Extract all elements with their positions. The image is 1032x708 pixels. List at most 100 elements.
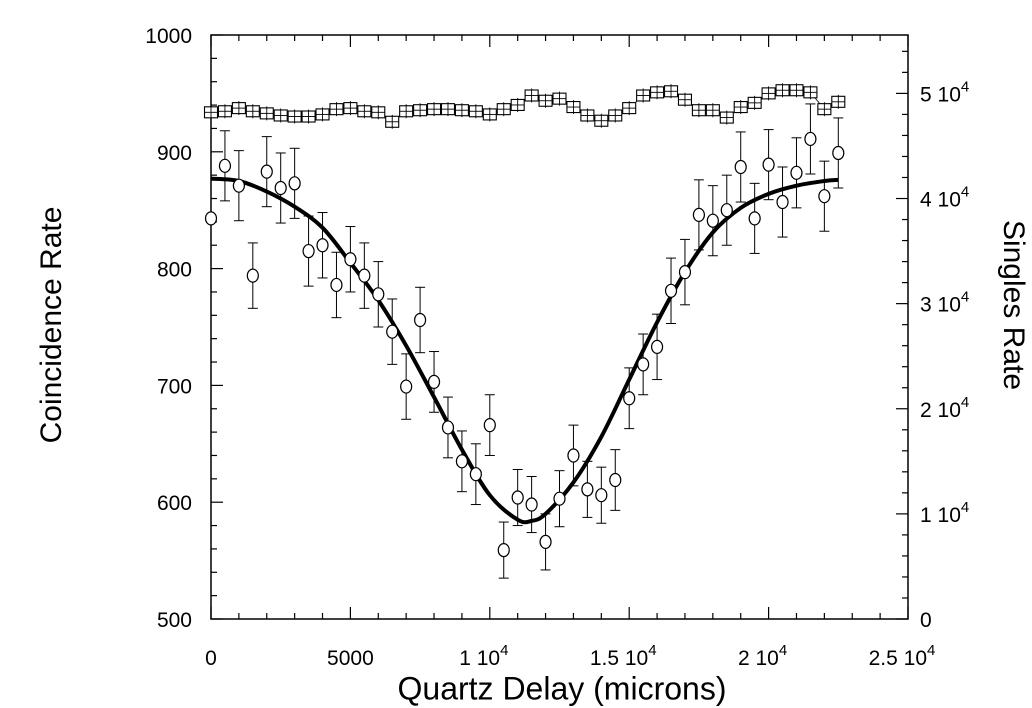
singles-point xyxy=(622,101,637,116)
y-axis-label: Coincidence Rate xyxy=(35,206,68,444)
circle-marker xyxy=(414,312,427,328)
circle-marker xyxy=(650,339,664,354)
coincidence-point xyxy=(734,131,747,203)
coincidence-point xyxy=(595,466,608,524)
coincidence-point xyxy=(818,160,831,232)
circle-marker xyxy=(400,379,413,394)
singles-point xyxy=(385,114,400,129)
circle-marker xyxy=(483,418,496,433)
circle-marker xyxy=(260,164,273,179)
x-tick-labels: 0 5000 1 104 1.5 104 2 104 2.5 104 xyxy=(205,642,935,670)
x-axis-label: Quartz Delay (microns) xyxy=(397,670,727,707)
x-tick-label: 1 104 xyxy=(459,642,508,670)
coincidence-point xyxy=(483,394,496,456)
circle-marker xyxy=(455,454,469,469)
coincidence-point xyxy=(720,174,733,246)
coincidence-point xyxy=(664,257,678,324)
singles-point xyxy=(217,104,232,119)
coincidence-point xyxy=(372,261,385,328)
singles-point xyxy=(426,102,442,117)
singles-point xyxy=(287,109,302,124)
circle-marker xyxy=(372,287,385,302)
singles-point xyxy=(803,85,818,100)
coincidence-point xyxy=(344,226,357,293)
coincidence-point xyxy=(386,298,399,365)
coincidence-point xyxy=(637,333,650,396)
singles-point xyxy=(259,106,274,121)
singles-point xyxy=(747,95,762,110)
fit-line xyxy=(210,176,839,525)
coincidence-point xyxy=(511,468,524,527)
singles-point xyxy=(608,108,623,123)
coincidence-point xyxy=(400,353,413,420)
singles-point xyxy=(510,97,525,112)
coincidence-point xyxy=(469,443,482,506)
coincidence-point xyxy=(832,117,845,189)
singles-point xyxy=(440,102,456,117)
circle-marker xyxy=(762,157,775,172)
coincidence-point xyxy=(539,513,552,571)
circle-marker xyxy=(637,357,650,372)
singles-point xyxy=(413,103,428,118)
circle-marker xyxy=(427,374,441,389)
singles-point xyxy=(496,102,511,117)
singles-point xyxy=(789,83,804,98)
singles-point xyxy=(775,83,790,98)
singles-point xyxy=(329,102,344,117)
coincidence-point xyxy=(553,470,566,528)
coincidence-series xyxy=(204,103,845,579)
circle-marker xyxy=(288,176,301,191)
circle-marker xyxy=(706,213,719,228)
circle-marker xyxy=(748,211,761,226)
circle-marker xyxy=(776,194,789,210)
singles-series xyxy=(203,83,846,129)
coincidence-point xyxy=(692,179,706,251)
coincidence-point xyxy=(790,137,803,209)
singles-point xyxy=(245,104,260,119)
singles-point xyxy=(831,94,846,109)
coincidence-point xyxy=(414,286,427,354)
coincidence-point xyxy=(218,130,232,202)
circle-marker xyxy=(386,324,399,339)
coincidence-point xyxy=(525,476,538,534)
y2-tick-label: 3 104 xyxy=(920,289,969,317)
coincidence-point xyxy=(330,251,343,319)
axis-ticks xyxy=(210,34,909,620)
circle-marker xyxy=(511,490,524,505)
singles-point xyxy=(566,100,581,115)
circle-marker xyxy=(832,145,845,161)
y-tick-label: 500 xyxy=(157,609,192,632)
circle-marker xyxy=(567,448,580,463)
singles-point xyxy=(482,107,497,122)
circle-marker xyxy=(581,482,594,497)
y-tick-label: 800 xyxy=(157,259,192,282)
y-tick-label: 700 xyxy=(157,375,192,398)
coincidence-point xyxy=(609,449,622,511)
singles-point xyxy=(594,113,609,128)
singles-point xyxy=(650,85,665,100)
singles-point xyxy=(301,109,316,124)
singles-point xyxy=(468,104,483,119)
singles-point xyxy=(691,103,706,118)
singles-point xyxy=(524,88,539,103)
y2-tick-label: 1 104 xyxy=(920,499,969,527)
plot-frame xyxy=(210,34,909,620)
coincidence-point xyxy=(204,211,218,226)
circle-marker xyxy=(692,207,706,222)
circle-marker xyxy=(664,283,678,298)
coincidence-point xyxy=(316,212,329,279)
singles-point xyxy=(315,107,330,122)
coincidence-point xyxy=(441,396,455,459)
circle-marker xyxy=(609,472,622,488)
singles-point xyxy=(636,88,651,103)
singles-point xyxy=(231,101,246,116)
singles-point xyxy=(705,103,720,118)
circle-marker xyxy=(302,243,315,259)
circle-marker xyxy=(595,488,608,503)
coincidence-point xyxy=(232,150,245,222)
circle-marker xyxy=(330,277,343,293)
coincidence-point xyxy=(762,129,775,201)
y2-tick-label: 4 104 xyxy=(920,184,969,212)
circle-marker xyxy=(274,180,287,196)
